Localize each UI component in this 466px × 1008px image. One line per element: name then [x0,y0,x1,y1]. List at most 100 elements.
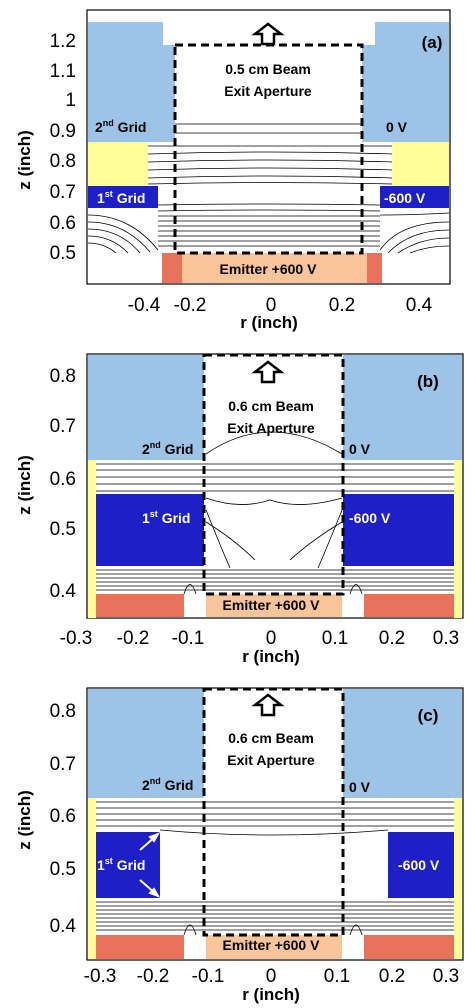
y-tick-label: 0.5 [50,243,76,264]
panel-label: (a) [422,33,443,52]
emitter-edge-right [364,935,454,959]
x-tick-label: 0.3 [433,628,459,649]
x-tick-label: 0.2 [379,628,405,649]
y-tick-label: 0.6 [50,806,76,827]
y-tick-label: 1 [65,90,76,111]
x-tick-label: 0.1 [322,628,348,649]
grid1-right [388,832,454,898]
x-tick-label: 0 [266,628,277,649]
grid2-right-step [362,45,375,142]
grid2-right-block [343,689,462,798]
equipotential-lines [96,801,454,936]
x-tick-label: 0 [266,295,277,316]
grid2-label: 2nd Grid [95,118,146,135]
x-tick-label: -0.1 [192,966,225,987]
grid1-left [88,186,158,208]
x-tick-label: -0.2 [117,628,150,649]
x-tick-label: 0.2 [379,966,405,987]
aperture-label: Exit Aperture [224,83,312,99]
x-axis-label: r (inch) [242,647,300,666]
emitter-edge-left [96,935,184,959]
y-axis-label: z (inch) [15,455,34,515]
aperture-outline [202,353,345,596]
grid2-left-block [88,689,204,798]
x-tick-label: 0.4 [406,295,433,316]
x-tick-label: 0.1 [324,966,350,987]
grid2-label: 2nd Grid [142,776,193,793]
emitter-label: Emitter +600 V [223,937,321,953]
panel-b [86,353,464,619]
insulator-right [392,142,449,186]
grid2-voltage: 0 V [386,119,408,135]
insulator-left [88,460,96,618]
y-axis-label: z (inch) [15,790,34,850]
equipotential-lines [96,431,454,595]
grid1-label: 1st Grid [142,509,190,526]
y-tick-label: 0.7 [50,754,76,775]
x-axis-label: r (inch) [242,985,300,1004]
y-tick-label: 0.7 [50,182,76,203]
grid2-left-block [88,355,204,460]
grid1-voltage: -600 V [384,190,426,206]
x-tick-label: -0.3 [84,966,117,987]
grid1-right [343,494,454,566]
grid2-left-step [163,45,175,142]
emitter [206,594,342,617]
emitter-edge-left [162,253,182,283]
y-tick-label: 0.9 [50,121,76,142]
emitter-edge-right [364,594,454,617]
insulator-right [454,798,462,959]
grid1-right [380,186,449,208]
insulator-left [88,142,148,186]
y-tick-label: 0.8 [50,151,76,172]
y-tick-label: 0.8 [50,366,76,387]
aperture-label: Exit Aperture [227,420,315,436]
x-tick-label: 0.3 [433,966,459,987]
y-tick-label: 0.5 [50,859,76,880]
x-tick-label: -0.1 [172,628,205,649]
x-tick-label: 0 [266,966,277,987]
y-tick-label: 1.1 [50,61,76,82]
y-tick-label: 1.2 [50,31,76,52]
y-tick-label: 0.6 [50,213,76,234]
grid2-label: 2nd Grid [142,440,193,457]
grid1-voltage: -600 V [349,510,391,526]
grid1-voltage: -600 V [398,857,440,873]
emitter-edge-right [367,253,382,283]
grid2-right-block [343,355,462,460]
emitter [182,253,367,283]
aperture-label: 0.5 cm Beam [225,61,311,77]
grid1-label: 1st Grid [97,856,145,873]
panel-label: (b) [417,372,439,391]
y-tick-label: 0.4 [50,916,77,937]
grid1-arrows [139,832,161,898]
text-layer: 1.2 1.1 1 0.9 0.8 0.7 0.6 0.5 -0.4 -0.2 0 0.2 0.4 r (… [15,31,459,1004]
y-tick-label: 0.8 [50,701,76,722]
panel-c [86,687,464,961]
aperture-label: 0.6 cm Beam [228,730,314,746]
x-tick-label: -0.3 [60,628,93,649]
x-tick-label: 0.2 [329,295,355,316]
emitter-label: Emitter +600 V [223,597,321,613]
emitter-label: Emitter +600 V [220,261,318,277]
y-axis-label: z (inch) [15,130,34,190]
y-tick-label: 0.4 [50,581,77,602]
x-tick-label: -0.2 [137,966,170,987]
grid1-left [96,494,204,566]
emitter [206,935,342,959]
emitter-edge-left [96,594,184,617]
aperture-label: Exit Aperture [227,752,315,768]
x-axis-label: r (inch) [240,313,298,332]
grid2-voltage: 0 V [349,441,371,457]
grid1-label: 1st Grid [97,189,145,206]
grid2-right-block [375,22,449,142]
y-tick-label: 0.5 [50,519,76,540]
insulator-right [454,460,462,618]
y-tick-label: 0.6 [50,469,76,490]
y-tick-label: 0.7 [50,416,76,437]
panel-label: (c) [418,706,439,725]
aperture-outline [202,687,345,937]
panel-a [86,9,451,285]
aperture-label: 0.6 cm Beam [228,398,314,414]
